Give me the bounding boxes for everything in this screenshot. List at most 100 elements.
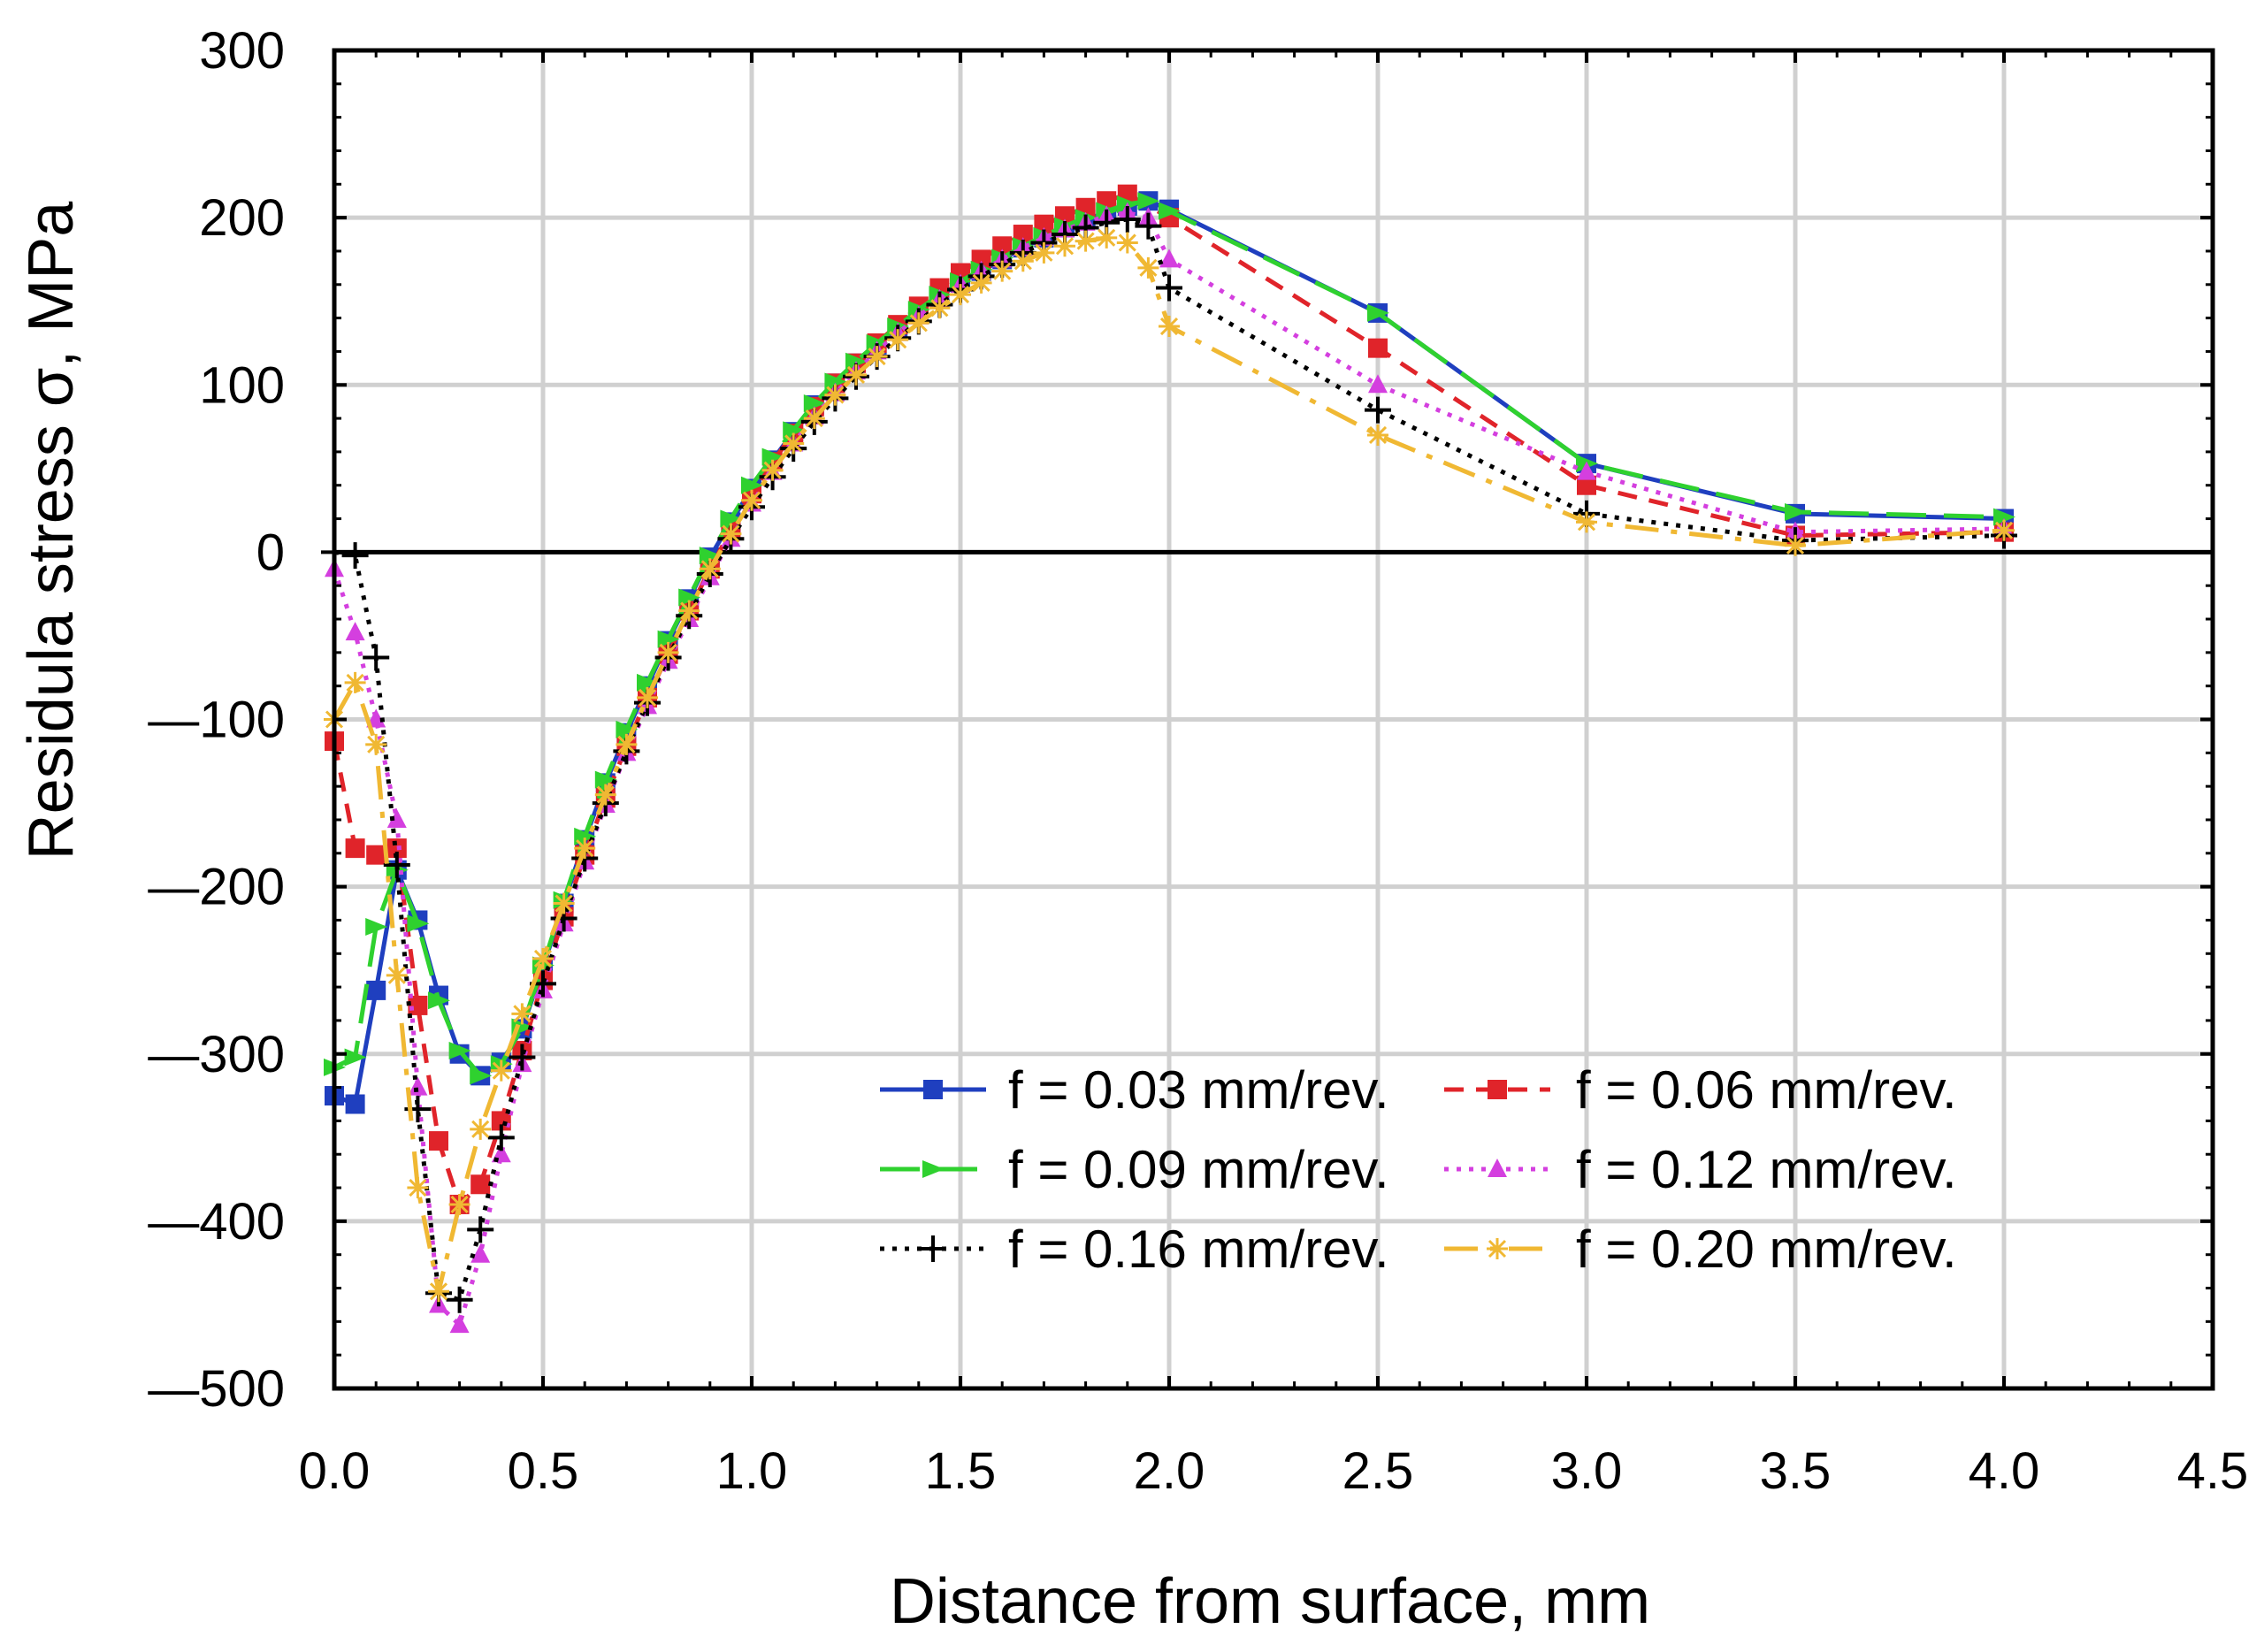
data-point	[637, 673, 659, 692]
x-axis-title: Distance from surface, mm	[890, 1566, 1650, 1637]
data-point	[950, 284, 971, 306]
data-point	[428, 1281, 449, 1303]
y-tick-label: 100	[199, 356, 285, 414]
data-point	[1013, 225, 1033, 245]
data-point	[470, 1067, 493, 1085]
data-point	[1054, 235, 1075, 257]
data-point	[574, 827, 597, 845]
data-point	[845, 352, 868, 371]
data-point	[407, 914, 430, 933]
data-point	[1137, 192, 1160, 210]
legend-label: f = 0.16 mm/rev.	[1008, 1220, 1389, 1279]
data-point	[741, 489, 762, 511]
data-point	[783, 432, 805, 455]
data-point	[345, 622, 365, 641]
data-point	[1137, 256, 1159, 279]
y-tick-label: —400	[148, 1193, 285, 1250]
data-point	[365, 918, 388, 937]
data-point	[699, 558, 721, 580]
x-tick-label: 2.0	[1134, 1442, 1205, 1500]
legend-item-4: f = 0.16 mm/rev.	[880, 1220, 1389, 1279]
data-point	[637, 686, 658, 708]
data-point	[1577, 461, 1596, 480]
y-tick-label: —200	[148, 859, 285, 916]
legend-item-2: f = 0.09 mm/rev.	[880, 1140, 1389, 1199]
x-tick-label: 2.5	[1342, 1442, 1414, 1500]
y-tick-label: —100	[148, 692, 285, 749]
y-tick-label: —500	[148, 1360, 285, 1418]
legend-label: f = 0.12 mm/rev.	[1576, 1140, 1957, 1199]
data-point	[616, 720, 639, 738]
data-point	[428, 991, 450, 1010]
data-point	[1135, 212, 1162, 240]
legend-swatch-marker	[1488, 1159, 1507, 1177]
data-point	[383, 852, 410, 879]
data-point	[448, 1193, 470, 1215]
data-point	[929, 297, 951, 319]
data-point	[408, 1076, 428, 1096]
data-point	[1156, 274, 1182, 302]
legend-swatch-marker	[1487, 1238, 1508, 1259]
legend-item-5: f = 0.20 mm/rev.	[1444, 1220, 1957, 1279]
legend-swatch-marker	[920, 1235, 946, 1262]
data-point	[1577, 475, 1596, 495]
data-point	[470, 1243, 491, 1263]
data-point	[1576, 511, 1597, 533]
data-point	[470, 1118, 492, 1140]
data-point	[1113, 206, 1141, 233]
legend-label: f = 0.20 mm/rev.	[1576, 1220, 1957, 1279]
data-point	[824, 372, 847, 391]
legend-swatch-marker	[923, 1080, 943, 1099]
data-point	[1033, 241, 1055, 264]
data-point	[720, 523, 742, 545]
data-point	[678, 588, 701, 607]
data-point	[470, 1174, 491, 1195]
y-axis: —500 —400 —300 —200 —100 0 100 200 300	[148, 22, 2213, 1418]
data-point	[366, 980, 386, 1000]
legend-item-1: f = 0.06 mm/rev.	[1444, 1060, 1957, 1120]
data-point	[594, 770, 617, 789]
data-point	[365, 733, 387, 755]
data-point	[845, 363, 867, 386]
data-point	[1116, 232, 1138, 254]
data-point	[992, 236, 1013, 256]
data-point	[490, 1059, 512, 1082]
data-point	[616, 733, 638, 755]
data-point	[344, 671, 366, 693]
y-tick-label: —300	[148, 1026, 285, 1083]
data-point	[1034, 214, 1054, 234]
data-point	[1096, 226, 1118, 249]
data-point	[1368, 338, 1388, 358]
data-point	[341, 542, 369, 570]
data-point	[803, 394, 826, 413]
data-point	[345, 838, 365, 859]
data-point	[1993, 519, 2015, 541]
data-point	[678, 600, 700, 622]
x-tick-label: 1.0	[716, 1442, 788, 1500]
data-point	[363, 644, 390, 671]
x-tick-label: 0.0	[299, 1442, 371, 1500]
data-point	[907, 312, 929, 334]
data-point	[1012, 250, 1034, 272]
data-point	[509, 1044, 536, 1071]
data-point	[783, 421, 806, 440]
data-point	[366, 708, 386, 728]
legend: f = 0.03 mm/rev. f = 0.06 mm/rev. f = 0.09…	[880, 1060, 1957, 1279]
legend-swatch-marker	[1488, 1080, 1507, 1099]
data-point	[1159, 202, 1181, 220]
legend-swatch-marker	[922, 1160, 945, 1178]
data-point	[532, 947, 554, 969]
data-point	[699, 547, 722, 565]
data-point	[1785, 502, 1807, 521]
data-point	[366, 845, 386, 865]
data-point	[1367, 424, 1388, 446]
data-point	[824, 384, 846, 406]
x-tick-label: 4.5	[2177, 1442, 2249, 1500]
data-point	[1159, 249, 1179, 268]
data-point	[487, 1124, 515, 1151]
data-point	[467, 1216, 494, 1243]
x-tick-label: 4.0	[1969, 1442, 2040, 1500]
data-point	[429, 1131, 448, 1151]
